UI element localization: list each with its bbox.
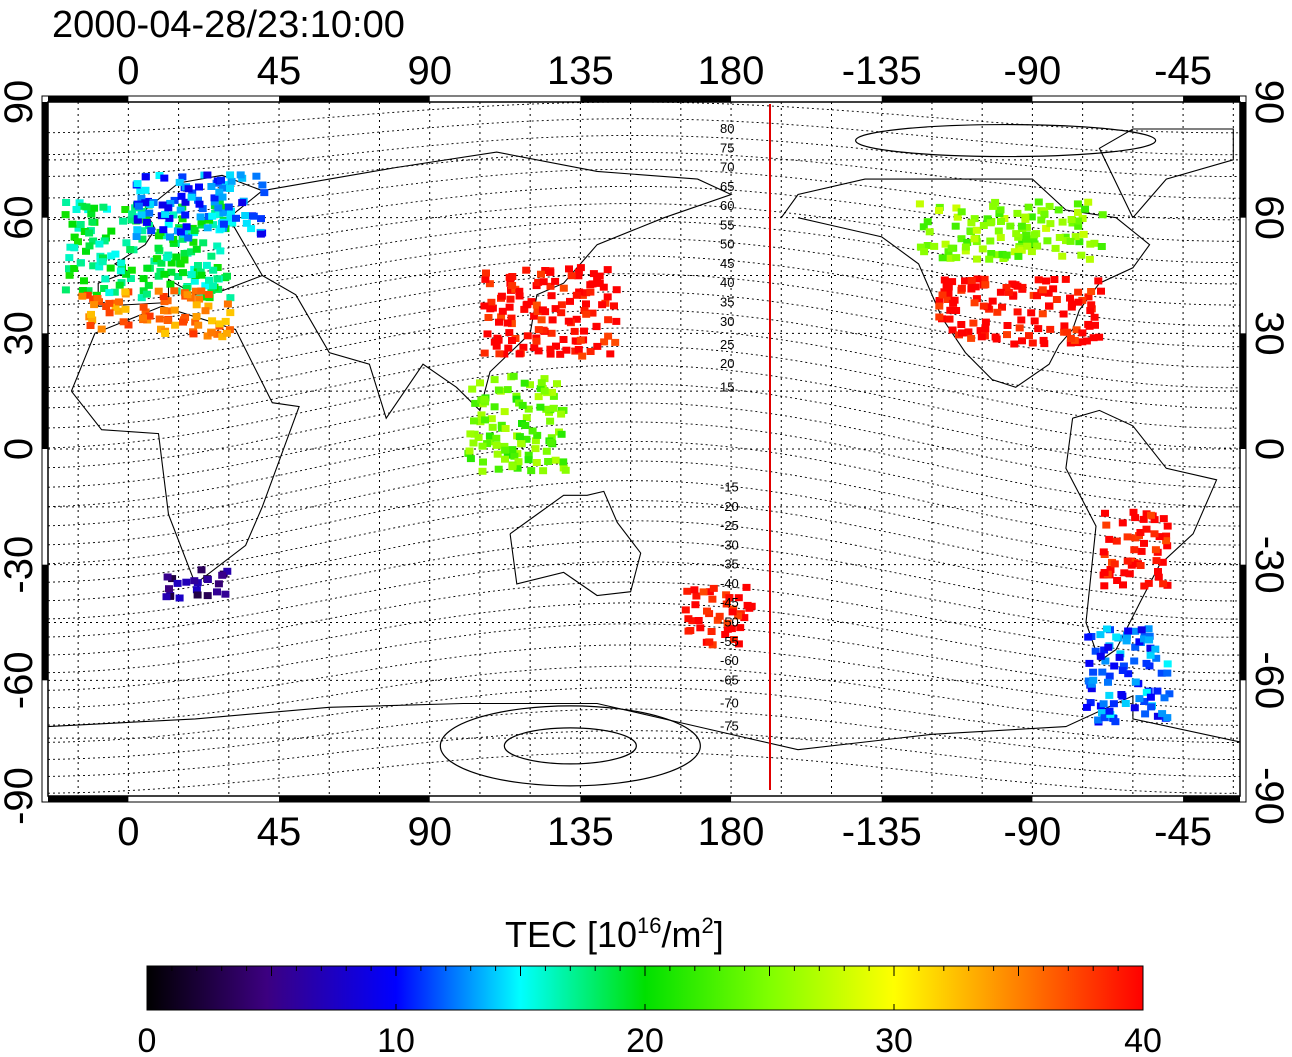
svg-text:TEC [1016/m2]: TEC [1016/m2] [505,913,724,955]
right-lat-tick: -90 [1247,767,1291,825]
tec-region [78,287,235,341]
contour-label: 65 [720,179,734,194]
right-lat-tick: 90 [1247,80,1291,125]
top-lon-tick: -90 [1003,49,1061,93]
contour-label: -60 [720,653,739,668]
colorbar-title-end: ] [714,914,724,955]
right-lat-tick: 30 [1247,311,1291,356]
tec-region [132,171,269,242]
map-frame-inner [47,101,1241,797]
bottom-lon-tick: -45 [1154,810,1212,854]
top-lon-tick: 180 [698,49,765,93]
tec-region [915,198,1107,263]
contour-label: 40 [720,275,734,290]
contour-label: 80 [720,121,734,136]
left-lat-tick: 60 [0,195,41,240]
bottom-lon-tick: 0 [117,810,139,854]
left-lat-tick: -30 [0,536,41,594]
bottom-lon-tick: 180 [698,810,765,854]
right-lat-tick: 60 [1247,195,1291,240]
contour-label: -55 [720,634,739,649]
left-lat-tick: 0 [0,438,41,460]
left-lat-tick: 90 [0,80,41,125]
left-lat-tick: -90 [0,767,41,825]
top-lon-tick: 45 [257,49,302,93]
contour-label: -20 [720,499,739,514]
frame-bars [42,96,1246,802]
colorbar-ticks: 0 10 20 30 40 [138,966,1162,1057]
bottom-lon-tick: 90 [407,810,452,854]
contour-label: 55 [720,217,734,232]
contour-label: 45 [720,256,734,271]
right-lat-tick: -60 [1247,651,1291,709]
contour-labels: 80 75 70 65 60 55 50 45 40 35 30 25 20 15 -15 -20 -25 -30… [720,121,739,734]
contour-label: -15 [720,480,739,495]
contour-label: 60 [720,198,734,213]
contour-label: -65 [720,672,739,687]
left-lat-tick: -60 [0,651,41,709]
tec-region [935,275,1105,348]
bottom-lon-tick: 45 [257,810,302,854]
colorbar-tick-label: 30 [875,1022,913,1057]
contour-label: 25 [720,337,734,352]
contour-label: 50 [720,237,734,252]
colorbar-tick-label: 0 [138,1022,157,1057]
left-latitude-axis: 90 60 30 0 -30 -60 -90 [0,80,41,825]
colorbar-title-main: TEC [10 [505,914,637,955]
contour-label: 75 [720,140,734,155]
right-lat-tick: -30 [1247,536,1291,594]
contour-label: 70 [720,160,734,175]
contour-label: -50 [720,615,739,630]
bottom-lon-tick: 135 [547,810,614,854]
bottom-lon-tick: -135 [842,810,922,854]
right-lat-tick: 0 [1247,438,1291,460]
colorbar-tick-label: 20 [626,1022,664,1057]
colorbar-title: TEC [1016/m2] [505,913,724,955]
contour-label: -40 [720,576,739,591]
bottom-longitude-axis: 0 45 90 135 180 -135 -90 -45 [117,810,1212,854]
colorbar-title-mid: /m [662,914,702,955]
bottom-lon-tick: -90 [1003,810,1061,854]
right-latitude-axis: 90 60 30 0 -30 -60 -90 [1247,80,1291,825]
contour-label: -25 [720,518,739,533]
tec-region [464,372,570,475]
tec-region [1099,508,1172,590]
contour-label: 20 [720,356,734,371]
top-longitude-axis: 0 45 90 135 180 -135 -90 -45 [117,49,1212,93]
contour-label: -70 [720,695,739,710]
colorbar-tick-label: 40 [1124,1022,1162,1057]
contour-label: -30 [720,537,739,552]
contour-label: 30 [720,314,734,329]
colorbar-title-sup1: 16 [637,913,661,938]
contour-label: 35 [720,294,734,309]
top-lon-tick: 135 [547,49,614,93]
tec-region [162,566,232,602]
magnetic-contours [48,102,1240,794]
contour-label: 15 [720,379,734,394]
tec-data-regions [61,171,1174,726]
tec-region [480,264,621,360]
contour-label: -75 [720,719,739,734]
left-lat-tick: 30 [0,311,41,356]
colorbar-tick-label: 10 [377,1022,415,1057]
figure-title: 2000-04-28/23:10:00 [52,4,405,46]
tec-region [1082,625,1174,726]
contour-label: -45 [720,595,739,610]
top-lon-tick: 0 [117,49,139,93]
tec-region [681,583,756,649]
top-lon-tick: 90 [407,49,452,93]
contour-label: -35 [720,557,739,572]
top-lon-tick: -135 [842,49,922,93]
top-lon-tick: -45 [1154,49,1212,93]
colorbar-title-sup2: 2 [702,913,714,938]
coastlines [48,128,1240,751]
